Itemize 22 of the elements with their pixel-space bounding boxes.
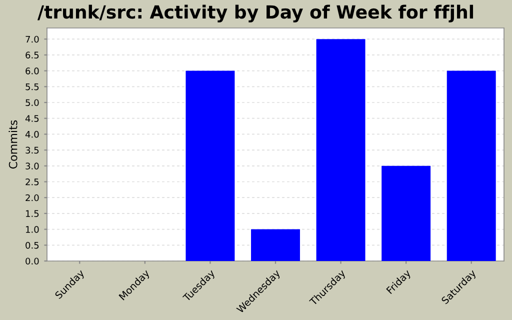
bar xyxy=(316,39,366,261)
y-tick-label: 2.5 xyxy=(26,178,39,186)
y-tick-label: 3.0 xyxy=(26,162,39,170)
y-tick-label: 6.0 xyxy=(26,68,39,74)
y-axis-title: Commits xyxy=(8,120,18,169)
y-tick-label: 4.0 xyxy=(25,130,39,138)
y-tick-label: 1.5 xyxy=(26,210,39,218)
bar xyxy=(382,166,431,261)
bar xyxy=(186,70,235,261)
y-tick-label: 2.0 xyxy=(26,194,39,202)
y-tick-label: 0.0 xyxy=(26,258,39,265)
y-tick-label: 5.0 xyxy=(26,99,39,106)
y-tick-label: 3.5 xyxy=(26,146,39,154)
y-tick-label: 7.0 xyxy=(26,36,39,43)
y-tick-label: 5.5 xyxy=(26,83,39,90)
y-tick-label: 1.0 xyxy=(26,226,39,233)
y-tick-label: 0.5 xyxy=(26,242,39,249)
bar xyxy=(251,229,300,261)
chart-title: /trunk/src: Activity by Day of Week for ffjhl xyxy=(37,4,474,22)
bar xyxy=(446,70,496,261)
y-tick-label: 4.5 xyxy=(25,115,39,122)
y-tick-label: 6.5 xyxy=(26,52,39,59)
